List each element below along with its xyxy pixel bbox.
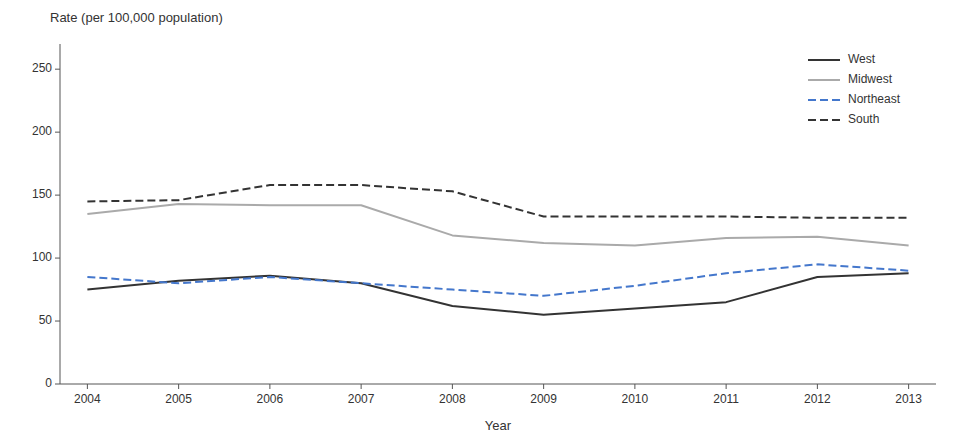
legend-label: West: [848, 52, 876, 66]
x-tick-label: 2011: [713, 392, 739, 406]
y-tick-label: 250: [32, 61, 52, 75]
y-tick-label: 100: [32, 250, 52, 264]
x-tick: [87, 384, 88, 389]
x-tick-label: 2004: [74, 392, 101, 406]
y-tick-label: 50: [39, 313, 53, 327]
y-tick: [55, 69, 60, 70]
legend: West Midwest Northeast South: [808, 52, 901, 126]
y-tick-label: 150: [32, 187, 52, 201]
chart-svg: 0 50 100 150 200 250 2004 2005 2006 2007 2008 2009 2…: [0, 0, 960, 440]
x-tick-label: 2013: [895, 392, 922, 406]
series-lines: [87, 185, 908, 315]
x-tick: [908, 384, 909, 389]
x-tick: [269, 384, 270, 389]
axes: 0 50 100 150 200 250 2004 2005 2006 2007 2008 2009 2…: [32, 44, 936, 406]
series-line: [87, 204, 908, 246]
y-tick: [55, 384, 60, 385]
y-tick: [55, 195, 60, 196]
legend-swatch: [808, 59, 840, 61]
legend-swatch: [808, 119, 840, 121]
legend-swatch: [808, 79, 840, 81]
x-tick: [178, 384, 179, 389]
series-line: [87, 185, 908, 218]
x-tick-label: 2012: [804, 392, 831, 406]
x-tick: [361, 384, 362, 389]
series-line: [87, 264, 908, 295]
y-tick: [55, 321, 60, 322]
x-axis-label: Year: [485, 418, 512, 433]
legend-swatch: [808, 99, 840, 101]
x-tick-label: 2006: [257, 392, 284, 406]
y-axis-line: [60, 44, 61, 384]
legend-label: South: [848, 112, 879, 126]
x-tick: [634, 384, 635, 389]
x-tick: [726, 384, 727, 389]
x-tick-label: 2008: [439, 392, 466, 406]
y-tick: [55, 132, 60, 133]
x-tick: [543, 384, 544, 389]
legend-label: Northeast: [848, 92, 901, 106]
legend-label: Midwest: [848, 72, 893, 86]
x-tick-label: 2010: [622, 392, 649, 406]
y-tick-label: 200: [32, 124, 52, 138]
series-line: [87, 273, 908, 315]
x-tick-label: 2009: [530, 392, 557, 406]
chart-container: 0 50 100 150 200 250 2004 2005 2006 2007 2008 2009 2…: [0, 0, 960, 440]
y-tick-label: 0: [45, 376, 52, 390]
x-tick-label: 2007: [348, 392, 375, 406]
y-tick: [55, 258, 60, 259]
x-tick-label: 2005: [165, 392, 192, 406]
x-tick: [452, 384, 453, 389]
x-axis-line: [60, 384, 936, 385]
x-tick: [817, 384, 818, 389]
y-axis-label: Rate (per 100,000 population): [50, 10, 223, 25]
